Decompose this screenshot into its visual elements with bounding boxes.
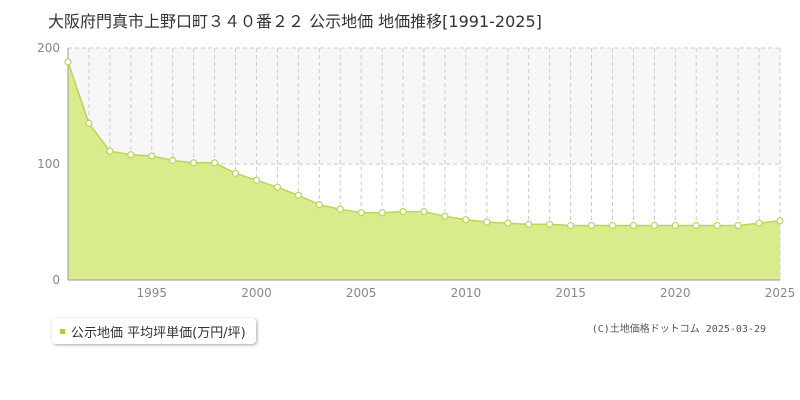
data-point — [357, 209, 365, 217]
data-point — [64, 58, 72, 66]
y-tick-label: 0 — [52, 273, 60, 287]
x-tick-label: 1995 — [136, 286, 167, 300]
chart-title: 大阪府門真市上野口町３４０番２２ 公示地価 地価推移[1991-2025] — [48, 12, 542, 31]
data-point — [399, 208, 407, 216]
legend: 公示地価 平均坪単価(万円/坪) — [52, 318, 256, 344]
data-point — [336, 205, 344, 213]
data-point — [211, 159, 219, 167]
data-point — [85, 119, 93, 128]
data-point — [106, 147, 114, 155]
area-fill — [68, 61, 780, 281]
data-point — [462, 216, 470, 224]
data-point — [692, 221, 700, 230]
x-tick-label: 2015 — [555, 286, 586, 300]
data-point — [608, 221, 617, 230]
data-point — [671, 221, 679, 230]
data-point — [650, 221, 659, 230]
data-point — [252, 176, 261, 184]
data-point — [776, 217, 784, 225]
chart-plot: 0 100 200 1995 2000 2005 2010 2015 2020 2025 — [37, 41, 796, 300]
copyright-credit: (C)土地価格ドットコム 2025-03-29 — [591, 324, 766, 335]
data-point — [441, 212, 449, 220]
x-tick-label: 2025 — [765, 286, 796, 300]
data-point — [504, 219, 512, 227]
x-tick-label: 2020 — [660, 286, 691, 300]
legend-label: 公示地価 平均坪単価(万円/坪) — [71, 325, 246, 341]
data-point — [231, 169, 240, 177]
legend-marker — [60, 328, 65, 334]
data-point — [273, 183, 281, 191]
data-point — [420, 208, 428, 216]
data-point — [483, 218, 491, 226]
data-point — [734, 221, 742, 230]
data-point — [525, 220, 533, 228]
data-point — [566, 221, 575, 230]
y-tick-label: 100 — [37, 157, 60, 171]
data-point — [315, 201, 323, 209]
data-point — [755, 219, 763, 227]
data-point — [190, 159, 198, 167]
data-point — [378, 209, 386, 217]
x-tick-label: 2000 — [241, 286, 272, 300]
data-point — [587, 221, 596, 230]
data-point — [713, 221, 721, 230]
data-point — [127, 151, 135, 159]
data-point — [629, 221, 638, 230]
x-tick-label: 2005 — [346, 286, 377, 300]
data-point — [169, 156, 177, 165]
data-point — [148, 152, 156, 160]
x-tick-label: 2010 — [451, 286, 482, 300]
y-tick-label: 200 — [37, 41, 60, 55]
data-point — [545, 220, 554, 228]
data-point — [294, 191, 302, 199]
